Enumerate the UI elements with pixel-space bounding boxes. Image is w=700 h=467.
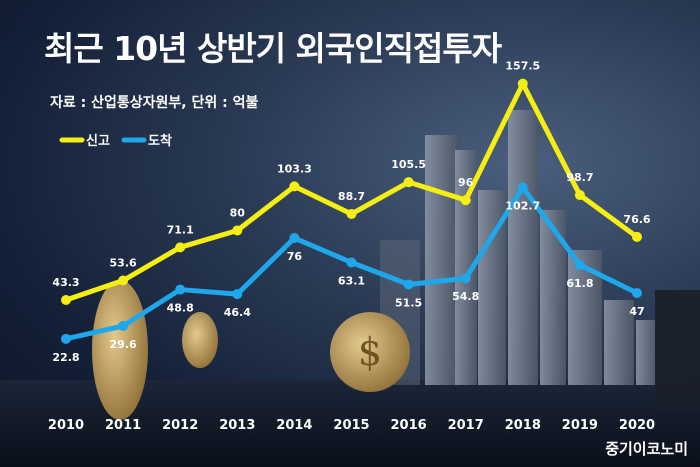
data-label: 80: [230, 206, 246, 219]
data-point: [574, 190, 585, 201]
data-label: 98.7: [566, 171, 593, 184]
data-point: [346, 208, 357, 219]
data-point: [517, 182, 528, 193]
data-label: 51.5: [395, 296, 422, 309]
data-label: 157.5: [505, 60, 540, 73]
data-label: 96: [458, 176, 474, 189]
data-label: 88.7: [338, 190, 365, 203]
data-point: [632, 231, 642, 242]
x-axis: 2010 2011 2012 2013 2014 2015 2016 2017 2018 2019…: [48, 418, 655, 433]
x-tick-2017: 2017: [448, 418, 484, 433]
svg-text:$: $: [358, 330, 382, 374]
x-tick-2013: 2013: [219, 418, 255, 433]
data-label: 46.4: [224, 306, 251, 319]
data-label: 105.5: [391, 158, 426, 171]
brand-logo: 중기이코노미: [605, 440, 688, 458]
legend: 신고 도착: [59, 133, 172, 149]
data-point: [289, 233, 300, 244]
data-label: 47: [629, 305, 644, 318]
x-tick-2014: 2014: [276, 418, 312, 433]
data-label: 48.8: [167, 302, 194, 315]
data-point: [574, 259, 585, 270]
x-tick-2019: 2019: [562, 418, 598, 433]
data-point: [175, 284, 186, 295]
data-label: 43.3: [52, 276, 79, 289]
data-point: [403, 279, 414, 290]
data-label: 102.7: [505, 199, 540, 212]
data-label: 53.6: [110, 256, 137, 269]
skyline: [380, 110, 700, 410]
data-point: [61, 294, 71, 305]
coin-decoration: $: [92, 280, 410, 420]
data-label: 22.8: [52, 351, 79, 364]
data-label: 76: [287, 250, 303, 263]
data-point: [232, 225, 243, 236]
data-point: [460, 195, 471, 206]
data-point: [289, 181, 300, 192]
data-label: 76.6: [623, 213, 650, 226]
source-note: 자료 : 산업통상자원부, 단위 : 억불: [50, 95, 259, 111]
data-label: 71.1: [167, 223, 194, 236]
data-label: 54.8: [452, 290, 479, 303]
data-label: 63.1: [338, 274, 365, 287]
data-point: [175, 242, 186, 253]
data-point: [632, 287, 642, 298]
x-tick-2016: 2016: [391, 418, 427, 433]
data-point: [118, 320, 129, 331]
data-label: 29.6: [110, 338, 137, 351]
data-point: [517, 78, 528, 89]
x-tick-2018: 2018: [505, 418, 541, 433]
x-tick-2015: 2015: [333, 418, 369, 433]
x-tick-2020: 2020: [619, 418, 655, 433]
data-point: [61, 333, 71, 344]
data-label: 103.3: [277, 162, 312, 175]
data-label: 61.8: [566, 277, 593, 290]
x-tick-2012: 2012: [162, 418, 198, 433]
chart-title: 최근 10년 상반기 외국인직접투자: [44, 29, 502, 68]
data-point: [346, 257, 357, 268]
x-tick-2010: 2010: [48, 418, 84, 433]
legend-label-신고: 신고: [86, 134, 110, 149]
data-point: [403, 177, 414, 188]
data-point: [232, 289, 243, 300]
data-point: [460, 273, 471, 284]
legend-label-도착: 도착: [148, 133, 172, 149]
data-point: [118, 275, 129, 286]
x-tick-2011: 2011: [105, 418, 141, 433]
